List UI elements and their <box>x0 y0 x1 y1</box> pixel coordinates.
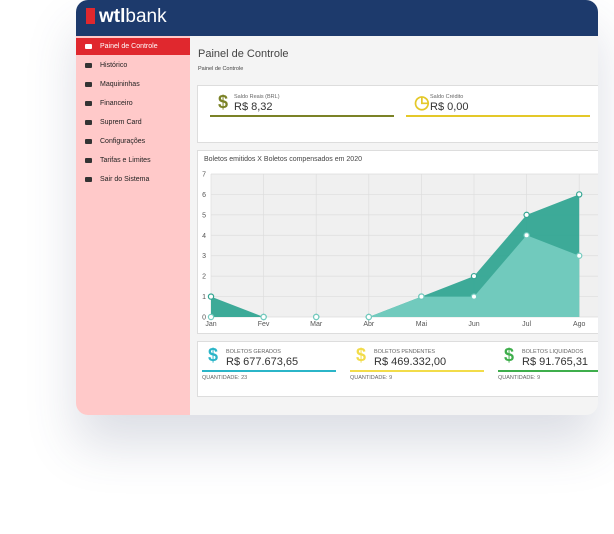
area <box>211 235 580 317</box>
logo: wtlbank <box>86 6 167 28</box>
menu-item[interactable]: Suprem Card <box>76 114 190 131</box>
chart: 0 1 2 3 4 5 6 7 Jan Fev Mar Abr Mai Jun Jul Ago <box>202 172 598 328</box>
data-point <box>576 191 583 198</box>
app-window: wtlbank Painel de Controle Histórico Maqui… <box>76 0 598 415</box>
x-tick-label: Fev <box>258 321 270 328</box>
balance-label: Saldo Crédito <box>430 94 464 100</box>
y-tick-label: 7 <box>202 172 206 179</box>
menu-item[interactable]: Maquininhas <box>76 76 190 93</box>
data-point <box>365 313 372 321</box>
menu-label: Sair do Sistema <box>100 176 150 183</box>
balance-underline <box>210 115 394 117</box>
x-tick-label: Jul <box>522 321 531 328</box>
data-point <box>260 313 267 321</box>
menu-label: Configurações <box>100 138 146 145</box>
x-tick-label: Mar <box>310 321 323 328</box>
data-point <box>523 211 530 219</box>
menu-item[interactable]: Histórico <box>76 57 190 74</box>
menu-item[interactable]: Painel de Controle <box>76 38 190 55</box>
sidebar: Painel de Controle Histórico Maquininhas Fi… <box>76 36 190 415</box>
menu-icon <box>85 158 92 163</box>
y-tick-label: 2 <box>202 274 206 281</box>
logo-suffix: bank <box>125 6 167 27</box>
stat-icon: $ <box>208 345 219 365</box>
data-point <box>576 252 583 259</box>
stat-label: BOLETOS PENDENTES <box>374 349 436 355</box>
y-tick-label: 5 <box>202 212 206 219</box>
stat-value: R$ 91.765,31 <box>522 356 589 368</box>
stat-value: R$ 677.673,65 <box>226 356 299 368</box>
logo-prefix: wtl <box>99 6 126 27</box>
chart-panel: Boletos emitidos X Boletos compensados e… <box>197 150 598 334</box>
data-point <box>312 313 320 321</box>
menu-icon <box>85 101 92 106</box>
menu-icon <box>85 82 92 87</box>
y-tick-label: 4 <box>202 233 206 240</box>
stat-icon: $ <box>356 345 367 365</box>
stat-quantity: QUANTIDADE: 9 <box>350 375 393 381</box>
x-tick-label: Jan <box>205 321 216 328</box>
data-point <box>470 293 478 300</box>
stat-underline <box>498 370 598 372</box>
y-tick-label: 3 <box>202 253 206 260</box>
data-point <box>207 293 215 300</box>
menu-label: Suprem Card <box>100 119 142 126</box>
data-point <box>470 272 478 280</box>
menu-item[interactable]: Tarifas e Limites <box>76 152 190 169</box>
x-tick-label: Mai <box>416 321 428 328</box>
menu-label: Histórico <box>100 62 128 69</box>
breadcrumb: Painel de Controle <box>198 66 244 72</box>
x-tick-label: Ago <box>573 321 586 328</box>
menu-label: Painel de Controle <box>100 43 158 50</box>
menu-item[interactable]: Sair do Sistema <box>76 171 190 188</box>
balance-value: R$ 8,32 <box>234 101 273 113</box>
menu-icon <box>85 139 92 144</box>
menu-label: Financeiro <box>100 100 133 107</box>
stat-quantity: QUANTIDADE: 23 <box>202 375 248 381</box>
data-point <box>418 293 425 300</box>
stat-label: BOLETOS GERADOS <box>226 349 281 355</box>
data-point <box>523 232 530 239</box>
menu-icon <box>85 120 92 125</box>
stat-value: R$ 469.332,00 <box>374 356 447 368</box>
balance-icon: ◷ <box>414 92 430 112</box>
chart-title: Boletos emitidos X Boletos compensados e… <box>204 156 362 163</box>
balance-underline <box>406 115 590 117</box>
stat-underline <box>350 370 484 372</box>
menu-icon <box>85 63 92 68</box>
menu-icon <box>85 177 92 182</box>
balance-panel: $ Saldo Reais (BRL) R$ 8,32 ◷ Saldo Crédito R… <box>197 85 598 143</box>
y-tick-label: 6 <box>202 192 206 199</box>
y-tick-label: 0 <box>202 315 206 322</box>
x-tick-label: Abr <box>363 321 375 328</box>
balance-label: Saldo Reais (BRL) <box>234 94 280 100</box>
main: Painel de Controle Painel de Controle $ S… <box>190 36 598 415</box>
menu-label: Maquininhas <box>100 81 140 88</box>
header: wtlbank <box>76 0 598 36</box>
stat-label: BOLETOS LIQUIDADOS <box>522 349 584 355</box>
balance-value: R$ 0,00 <box>430 101 469 113</box>
stat-icon: $ <box>504 345 515 365</box>
page-title: Painel de Controle <box>198 48 289 60</box>
menu-icon <box>85 44 92 49</box>
stat-quantity: QUANTIDADE: 9 <box>498 375 541 381</box>
balance-icon: $ <box>218 92 229 112</box>
stats-panel: $ BOLETOS GERADOS R$ 677.673,65 QUANTIDADE:… <box>197 341 598 397</box>
menu-item[interactable]: Financeiro <box>76 95 190 112</box>
menu-item[interactable]: Configurações <box>76 133 190 150</box>
x-tick-label: Jun <box>468 321 479 328</box>
data-point <box>207 313 215 321</box>
menu-label: Tarifas e Limites <box>100 157 151 164</box>
y-tick-label: 1 <box>202 294 206 301</box>
stat-underline <box>202 370 336 372</box>
